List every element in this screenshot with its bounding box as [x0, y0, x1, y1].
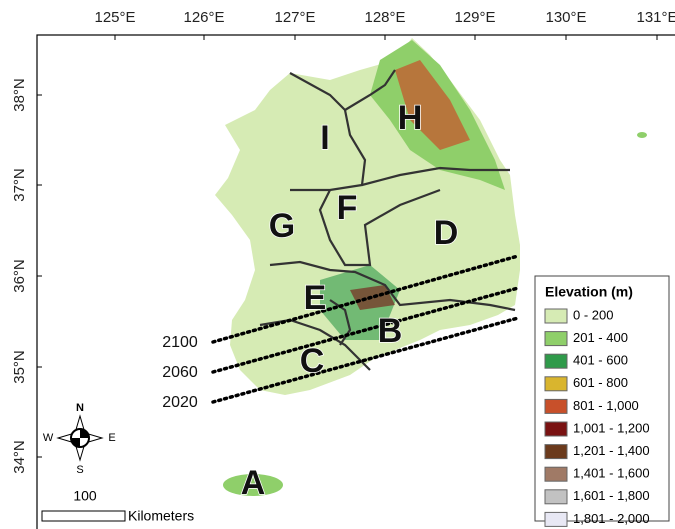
compass-east: E	[108, 432, 115, 444]
legend-label: 1,001 - 1,200	[573, 420, 650, 435]
latitude-label: 38°N	[11, 78, 28, 112]
legend-swatch	[544, 489, 568, 505]
region-label: I	[320, 119, 329, 157]
compass-west: W	[43, 432, 54, 444]
region-label: A	[241, 464, 266, 502]
legend-label: 801 - 1,000	[573, 398, 639, 413]
compass: N S E W	[43, 402, 116, 476]
year-line	[211, 286, 520, 374]
latitude-label: 37°N	[11, 168, 28, 202]
longitude-label: 125°E	[94, 9, 135, 26]
basin-boundaries	[259, 69, 516, 371]
legend: Elevation (m) 0 - 200 201 - 400 401 - 600 6…	[534, 275, 670, 527]
legend-swatch	[544, 353, 568, 369]
legend-swatch	[544, 398, 568, 414]
latitude-label: 34°N	[11, 440, 28, 474]
legend-swatch	[544, 511, 568, 527]
longitude-label: 127°E	[274, 9, 315, 26]
legend-label: 0 - 200	[573, 307, 613, 322]
compass-south: S	[76, 464, 83, 476]
legend-swatch	[544, 421, 568, 437]
region-label: C	[300, 342, 325, 380]
compass-north: N	[76, 402, 84, 414]
latitude-label: 36°N	[11, 259, 28, 293]
region-label: B	[378, 312, 403, 350]
legend-swatch	[544, 444, 568, 460]
longitude-label: 126°E	[183, 9, 224, 26]
legend-label: 601 - 800	[573, 375, 628, 390]
year-label: 2020	[162, 394, 198, 411]
legend-label: 1,601 - 1,800	[573, 488, 650, 503]
year-label: 2060	[162, 364, 198, 381]
year-line	[211, 254, 520, 344]
region-label: D	[434, 214, 459, 252]
latitude-label: 35°N	[11, 350, 28, 384]
year-line	[211, 316, 520, 404]
longitude-label: 128°E	[364, 9, 405, 26]
legend-label: 1,401 - 1,600	[573, 466, 650, 481]
region-label: F	[337, 189, 358, 227]
ulleung-island	[637, 132, 647, 138]
scale-unit: Kilometers	[128, 508, 194, 524]
region-label: G	[269, 207, 295, 245]
legend-label: 401 - 600	[573, 353, 628, 368]
scale-bar	[41, 510, 126, 522]
longitude-label: 131°E	[636, 9, 675, 26]
land	[215, 38, 647, 496]
legend-label: 201 - 400	[573, 330, 628, 345]
peaks	[395, 60, 470, 150]
legend-swatch	[544, 376, 568, 392]
legend-title: Elevation (m)	[545, 284, 633, 300]
region-label: H	[398, 99, 423, 137]
legend-swatch	[544, 466, 568, 482]
region-label: E	[304, 279, 327, 317]
scale-value: 100	[73, 488, 97, 504]
legend-swatch	[544, 308, 568, 324]
legend-label: 1,801 - 2,000	[573, 511, 650, 526]
longitude-label: 130°E	[545, 9, 586, 26]
longitude-label: 129°E	[454, 9, 495, 26]
year-label: 2100	[162, 334, 198, 351]
legend-swatch	[544, 331, 568, 347]
jeju-island	[223, 474, 283, 496]
legend-label: 1,201 - 1,400	[573, 443, 650, 458]
